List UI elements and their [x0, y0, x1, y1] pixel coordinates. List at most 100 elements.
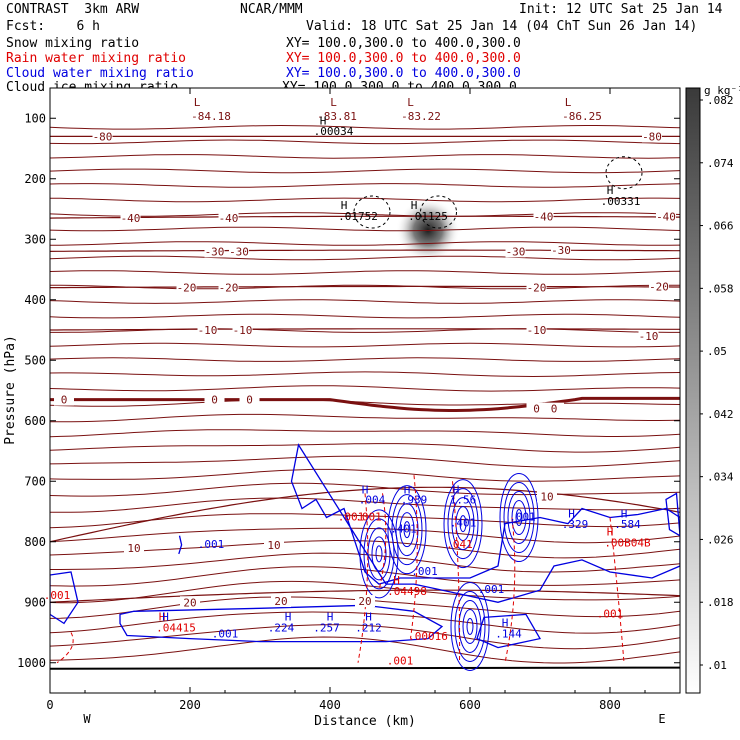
- isotherm-label-bg: [642, 130, 662, 143]
- isotherm-label-bg: [92, 130, 113, 143]
- field-name-cloud-water: Cloud water mixing ratio: [6, 66, 194, 81]
- cloud-water-contour-4: [178, 535, 183, 555]
- cloud-water-contour-3: [50, 571, 79, 625]
- extremum-label: H: [159, 610, 166, 623]
- isotherm-line: [50, 313, 680, 319]
- extremum-label: .001: [478, 583, 505, 596]
- isotherm-label: -30: [506, 245, 526, 258]
- isotherm--20: [50, 285, 680, 289]
- isotherm-line: [50, 168, 680, 174]
- isotherm-label-bg: [54, 393, 74, 406]
- colorbar-tick-label: .082: [707, 94, 734, 107]
- isotherm-label-bg: [197, 324, 218, 336]
- cloud-water-core-2: [503, 482, 535, 554]
- extremum-label: .224: [268, 621, 295, 634]
- x-axis-label: Distance (km): [314, 714, 416, 729]
- isotherm-label-bg: [120, 212, 141, 225]
- isotherm-line: [50, 527, 680, 544]
- extremum-label: .04415: [156, 621, 196, 634]
- extremum-label: .212: [355, 621, 382, 634]
- extremum-label: .01125: [408, 210, 448, 223]
- isotherm-label-bg: [180, 596, 200, 609]
- colorbar-tick-label: .05: [707, 345, 727, 358]
- isotherm-label-bg: [551, 244, 571, 257]
- isotherm-label-bg: [232, 324, 253, 336]
- cloud-water-core-4: [450, 581, 490, 671]
- cloud-water-core-4: [454, 590, 486, 662]
- extremum-label: -83.81: [317, 110, 357, 123]
- extremum-label: .01752: [338, 210, 378, 223]
- extremum-label: .329: [562, 518, 589, 531]
- extremum-label: .001: [509, 511, 536, 524]
- isotherm-line: [50, 552, 680, 573]
- isotherm--40: [50, 215, 680, 219]
- extremum-label: H: [341, 199, 348, 212]
- isotherm-line: [50, 399, 680, 407]
- isotherm-label-bg: [218, 212, 239, 225]
- extremum-label: H: [607, 526, 614, 539]
- isotherm-label-bg: [204, 245, 225, 258]
- isotherm-label-bg: [537, 490, 557, 503]
- isotherm-label-bg: [229, 245, 249, 258]
- isotherm-line: [50, 255, 680, 261]
- extremum-label: L: [330, 96, 337, 109]
- y-tick-label: 900: [24, 595, 46, 609]
- cloud-water-core-0: [395, 503, 419, 557]
- isotherm-label-bg: [176, 281, 197, 294]
- isotherm-label-bg: [544, 402, 564, 415]
- isotherm-label-bg: [264, 538, 284, 551]
- isotherm-label: -10: [639, 330, 659, 343]
- y-tick-label: 600: [24, 414, 46, 428]
- extremum-label: H: [607, 184, 614, 197]
- isotherm-label-bg: [638, 330, 659, 343]
- isotherm-label: -10: [233, 324, 253, 337]
- isotherm-label: -40: [656, 210, 676, 223]
- isotherm-line: [50, 385, 680, 392]
- extremum-label: L: [194, 96, 201, 109]
- x-end-label-east: E: [658, 712, 665, 726]
- colorbar-tick-label: .066: [707, 220, 734, 233]
- isotherm-label: 0: [61, 394, 68, 407]
- isotherm-label: -40: [121, 212, 141, 225]
- isotherm-line: [50, 241, 680, 246]
- rain-contour-3: [504, 517, 516, 663]
- isotherm-label: -30: [205, 245, 225, 258]
- cloud-water-core-2: [499, 473, 539, 563]
- extremum-label: .04498: [387, 585, 427, 598]
- isotherm-line: [50, 139, 680, 145]
- extremum-label: -86.25: [562, 110, 602, 123]
- isotherm-line: [50, 371, 680, 378]
- extremum-label: .00016: [408, 630, 448, 643]
- isotherm-0: [50, 396, 680, 412]
- isotherm-label: -20: [177, 282, 197, 295]
- extremum-label: H: [320, 114, 327, 127]
- extremum-label: .001: [355, 511, 382, 524]
- x-tick-label: 400: [319, 698, 341, 712]
- colorbar-tick-label: .01: [707, 659, 727, 672]
- cloud-water-core-3: [363, 518, 395, 590]
- y-tick-label: 1000: [17, 656, 46, 670]
- isotherm-line: [50, 624, 680, 650]
- isotherm-label: -30: [229, 245, 249, 258]
- surface-line: [50, 666, 680, 670]
- isotherm-label-bg: [218, 281, 239, 294]
- extremum-label: .004: [359, 494, 386, 507]
- cloud-water-core-0: [391, 494, 423, 566]
- extremum-label: H: [365, 610, 372, 623]
- isotherm-line: [50, 580, 680, 604]
- colorbar-tick-label: .074: [707, 157, 734, 170]
- isotherm-label: -40: [534, 210, 554, 223]
- colorbar-unit: g kg⁻¹: [704, 84, 740, 97]
- isotherm-label: 20: [183, 596, 196, 609]
- extremum-label: L: [565, 96, 572, 109]
- isotherm--30: [50, 249, 680, 252]
- cloud-water-contour-1: [119, 604, 444, 643]
- isotherm-label: -20: [219, 282, 239, 295]
- extremum-label: .00331: [601, 195, 641, 208]
- isotherm-label: 10: [127, 542, 140, 555]
- cloud-water-core-1: [443, 479, 483, 569]
- cloud-water-core-0: [399, 512, 415, 548]
- isotherm-label: 10: [267, 539, 280, 552]
- isotherm-label: 20: [358, 595, 371, 608]
